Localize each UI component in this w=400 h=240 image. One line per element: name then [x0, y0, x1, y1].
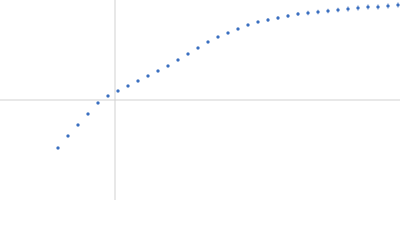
- point: [236, 27, 240, 31]
- point: [186, 52, 190, 56]
- point: [156, 69, 160, 73]
- point: [66, 134, 70, 138]
- point: [376, 5, 380, 9]
- point: [276, 16, 280, 20]
- point: [76, 123, 80, 127]
- point: [286, 14, 290, 18]
- point: [246, 23, 250, 27]
- point: [56, 146, 60, 150]
- point: [226, 31, 230, 35]
- point: [96, 101, 100, 105]
- point: [326, 9, 330, 13]
- point: [146, 74, 150, 78]
- point: [106, 94, 110, 98]
- point: [306, 11, 310, 15]
- point: [356, 6, 360, 10]
- point: [126, 84, 130, 88]
- point: [366, 5, 370, 9]
- point: [316, 10, 320, 14]
- point: [176, 58, 180, 62]
- point: [206, 40, 210, 44]
- point: [196, 46, 200, 50]
- point: [336, 8, 340, 12]
- point: [266, 18, 270, 22]
- point: [256, 20, 260, 24]
- point: [386, 4, 390, 8]
- point: [86, 112, 90, 116]
- point: [116, 89, 120, 93]
- point: [216, 35, 220, 39]
- point: [296, 12, 300, 16]
- point: [166, 64, 170, 68]
- chart: [0, 0, 400, 200]
- point: [396, 3, 400, 7]
- point: [346, 7, 350, 11]
- point: [136, 79, 140, 83]
